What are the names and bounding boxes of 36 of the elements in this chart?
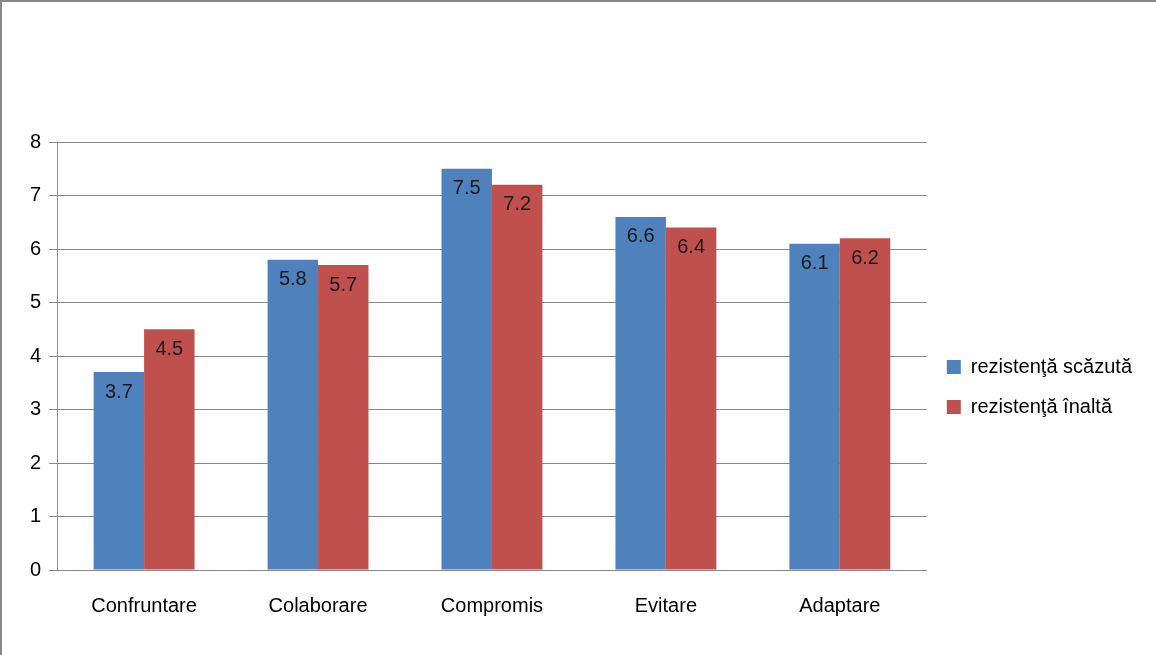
x-tick-label: Adaptare <box>799 593 881 616</box>
data-label: 7.5 <box>452 176 481 199</box>
legend-label: rezistenţă înaltă <box>970 394 1113 417</box>
y-tick-label: 1 <box>30 504 42 527</box>
data-label: 4.5 <box>155 336 184 359</box>
y-tick-label: 5 <box>30 290 42 313</box>
y-tick-label: 0 <box>30 557 42 580</box>
data-label: 6.4 <box>677 235 706 258</box>
y-tick-label: 7 <box>30 183 42 206</box>
bar <box>839 238 891 570</box>
data-label: 6.6 <box>626 224 655 247</box>
legend-label: rezistenţă scăzută <box>970 354 1133 377</box>
data-label: 7.2 <box>503 192 532 215</box>
bar <box>789 243 840 570</box>
x-tick-label: Evitare <box>634 593 698 616</box>
data-label: 5.8 <box>278 267 307 290</box>
bar <box>144 329 195 570</box>
bar <box>665 227 717 570</box>
x-tick-label: Confruntare <box>91 593 197 616</box>
y-tick-label: 4 <box>30 343 42 366</box>
x-tick-label: Colaborare <box>268 593 368 616</box>
x-tick-label: Compromis <box>440 593 544 616</box>
data-label: 5.7 <box>329 272 358 295</box>
y-tick-label: 2 <box>30 450 42 473</box>
bar <box>267 259 319 570</box>
y-tick-label: 6 <box>30 236 42 259</box>
bar <box>93 372 145 570</box>
data-label: 6.2 <box>851 245 879 268</box>
y-tick-label: 3 <box>30 397 42 420</box>
bar <box>615 216 666 570</box>
bar <box>318 265 369 570</box>
bar <box>491 184 543 570</box>
y-tick-label: 8 <box>30 129 42 152</box>
data-label: 3.7 <box>104 379 133 402</box>
data-label: 6.1 <box>800 251 829 274</box>
bar <box>441 168 492 570</box>
